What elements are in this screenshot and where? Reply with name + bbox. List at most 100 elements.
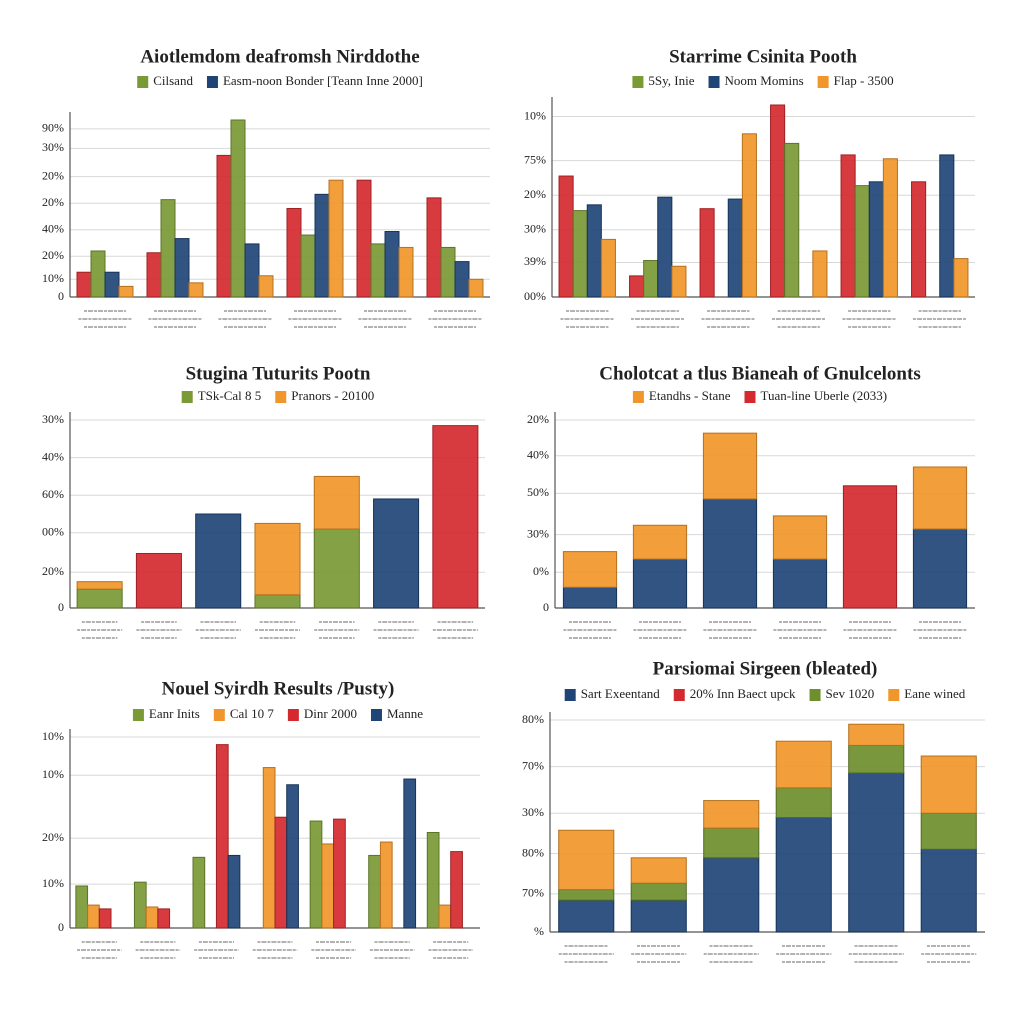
bar	[432, 425, 479, 609]
bar	[842, 485, 898, 609]
bar	[630, 857, 687, 884]
bar	[438, 904, 452, 929]
bar	[90, 250, 106, 298]
bar	[920, 848, 977, 933]
bar	[254, 522, 301, 596]
y-tick-label: 0	[543, 600, 549, 614]
bar	[286, 784, 299, 929]
bar	[741, 133, 757, 298]
y-tick-label: 20%	[42, 195, 64, 209]
bar	[146, 252, 162, 298]
bar	[775, 817, 832, 933]
legend-label: Tuan-line Uberle (2033)	[760, 388, 887, 403]
bar	[262, 767, 276, 929]
bar	[848, 772, 905, 933]
chart-title: Parsiomai Sirgeen (bleated)	[653, 658, 878, 679]
bar	[76, 581, 123, 590]
bar	[195, 513, 242, 609]
bar	[254, 594, 301, 609]
legend-swatch	[817, 76, 829, 88]
chart-panel: Stugina Tuturits Pootn TSk-Cal 8 5 Pranors…	[42, 363, 485, 639]
legend-swatch	[632, 391, 644, 403]
bar	[702, 498, 758, 609]
bar	[632, 558, 688, 609]
y-tick-label: 20%	[42, 168, 64, 182]
legend-label: Eanr Inits	[149, 706, 200, 721]
bar	[562, 586, 618, 609]
bar	[868, 181, 884, 298]
y-tick-label: 40%	[42, 449, 64, 463]
bar	[104, 271, 120, 298]
bar	[953, 258, 969, 298]
y-tick-label: 20%	[42, 564, 64, 578]
bar	[87, 904, 100, 929]
bar	[188, 282, 204, 298]
bar	[775, 787, 832, 819]
bar	[882, 158, 898, 298]
chart-title: Cholotcat a tlus Bianeah of Gnulcelonts	[599, 363, 920, 384]
legend-label: Pranors - 20100	[291, 388, 374, 403]
y-tick-label: 20%	[527, 412, 549, 426]
bar	[321, 843, 335, 929]
chart-panel: Aiotlemdom deafromsh Nirddothe Cilsand Eas…	[42, 46, 490, 328]
legend-label: Manne	[387, 706, 423, 721]
bar	[368, 854, 381, 929]
bar	[562, 551, 618, 588]
bar	[772, 515, 828, 560]
bar	[703, 857, 760, 933]
bar	[440, 246, 456, 298]
bar	[98, 908, 112, 929]
bar	[215, 744, 229, 929]
bar	[160, 199, 176, 298]
bar	[848, 723, 905, 746]
bar	[770, 104, 786, 298]
bar	[227, 854, 241, 929]
y-tick-label: 10%	[42, 271, 64, 285]
y-tick-label: 30%	[524, 222, 546, 236]
legend-swatch	[206, 76, 218, 88]
y-tick-label: 80%	[522, 712, 544, 726]
y-tick-label: 0	[58, 600, 64, 614]
bar	[784, 142, 800, 298]
bar	[373, 498, 420, 609]
bar	[244, 243, 260, 298]
bar	[309, 820, 323, 929]
legend: TSk-Cal 8 5 Pranors - 20100	[181, 388, 374, 403]
y-tick-label: 39%	[524, 254, 546, 268]
legend-swatch	[809, 689, 821, 701]
y-tick-label: 0	[58, 289, 64, 303]
legend-swatch	[287, 709, 299, 721]
y-tick-label: 30%	[42, 140, 64, 154]
bar	[216, 154, 232, 298]
bar	[75, 885, 89, 929]
legend-swatch	[744, 391, 756, 403]
y-tick-label: 80%	[522, 845, 544, 859]
bar	[558, 889, 615, 901]
legend-label: Etandhs - Stane	[649, 388, 731, 403]
legend-label: Sev 1020	[826, 686, 875, 701]
bar	[558, 899, 615, 933]
bar	[145, 906, 159, 929]
bar	[274, 816, 288, 929]
legend-swatch	[370, 709, 382, 721]
bar	[920, 755, 977, 814]
y-tick-label: 40%	[527, 447, 549, 461]
chart-panel: Starrime Csinita Pooth 5Sy, Inie Noom Momi…	[524, 46, 975, 328]
y-tick-label: 0	[58, 920, 64, 934]
bar	[920, 812, 977, 850]
legend: Eanr Inits Cal 10 7 Dinr 2000 Manne	[132, 706, 423, 721]
bar	[454, 261, 470, 298]
bar	[727, 198, 743, 298]
bar	[370, 243, 386, 298]
bar	[76, 271, 92, 298]
bar	[426, 197, 442, 298]
bar	[133, 881, 147, 929]
bar	[174, 238, 190, 298]
bar	[632, 524, 688, 560]
bar	[426, 832, 440, 929]
y-tick-label: 20%	[42, 830, 64, 844]
legend-label: Cilsand	[153, 73, 193, 88]
bar	[939, 154, 955, 298]
bar	[468, 278, 484, 298]
